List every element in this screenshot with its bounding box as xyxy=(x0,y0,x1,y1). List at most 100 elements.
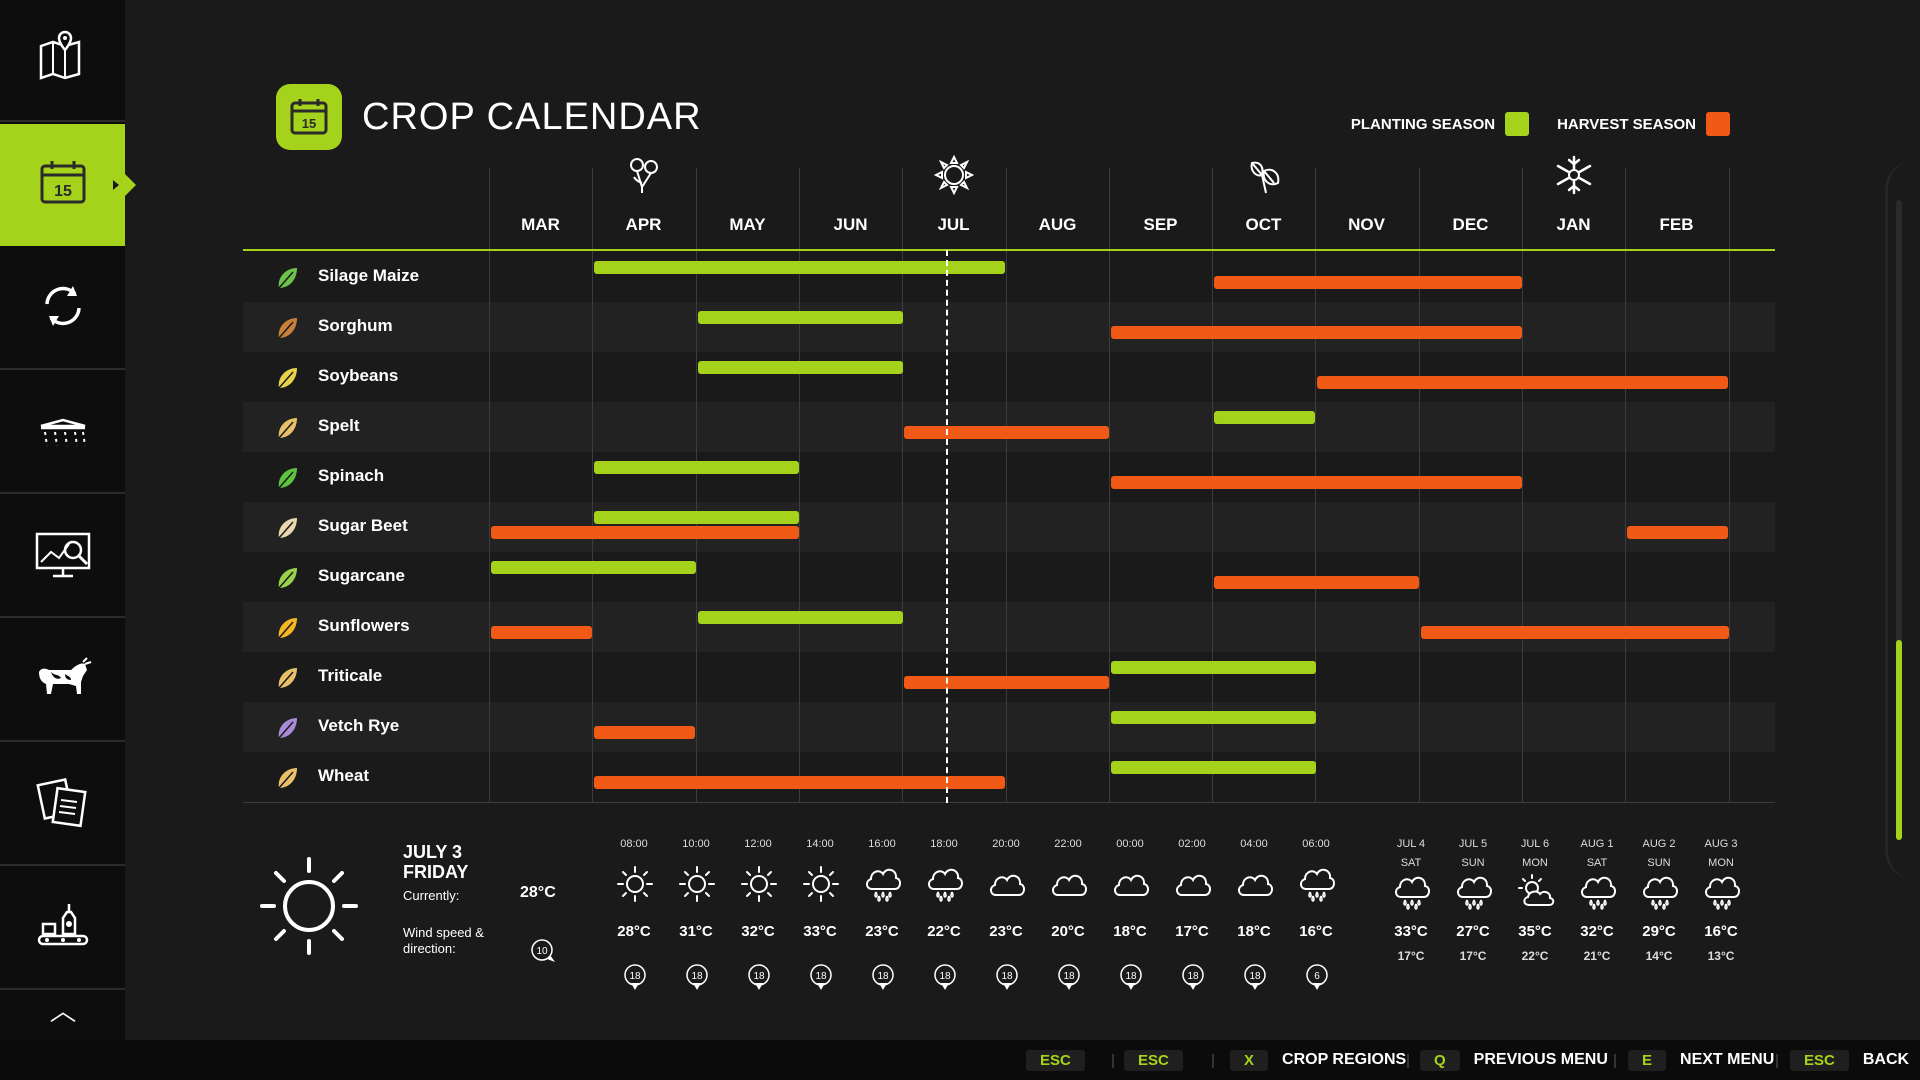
chevron-up-icon xyxy=(43,1004,83,1029)
footer-separator xyxy=(1614,1054,1616,1068)
svg-text:18: 18 xyxy=(815,971,827,982)
sidebar-item-map[interactable] xyxy=(0,0,125,122)
hour-temp: 28°C xyxy=(617,923,651,940)
hour-temp: 20°C xyxy=(1051,923,1085,940)
wind-direction-icon: 18 xyxy=(1118,963,1144,991)
crop-name: Wheat xyxy=(318,766,369,785)
spinach-icon xyxy=(273,464,301,492)
key-label: CROP REGIONS xyxy=(1282,1051,1407,1068)
crop-row[interactable]: Vetch Rye xyxy=(243,702,1775,752)
svg-text:18: 18 xyxy=(877,971,889,982)
sidebar-item-cycle[interactable] xyxy=(0,248,125,370)
rain-icon xyxy=(1296,863,1338,905)
hour-temp: 16°C xyxy=(1299,923,1333,940)
hour-temp: 32°C xyxy=(741,923,775,940)
sidebar-item-cow[interactable] xyxy=(0,620,125,742)
weather-date-text: JULY 3 xyxy=(403,842,463,862)
footer-key-crop-regions[interactable]: X CROP REGIONS xyxy=(1230,1048,1406,1072)
legend-planting-swatch xyxy=(1505,112,1530,136)
footer-key-previous-menu[interactable]: Q PREVIOUS MENU xyxy=(1420,1048,1608,1072)
wind-label: Wind speed & direction: xyxy=(403,925,484,957)
month-label: APR xyxy=(625,215,662,234)
right-panel-edge xyxy=(1885,160,1920,880)
sidebar-more[interactable] xyxy=(0,992,125,1040)
cloud-icon xyxy=(1234,863,1276,905)
hour-time: 06:00 xyxy=(1302,838,1330,850)
crop-row[interactable]: Silage Maize xyxy=(243,252,1775,302)
crop-row[interactable]: Soybeans xyxy=(243,352,1775,402)
hour-time: 08:00 xyxy=(620,838,648,850)
month-label: JUN xyxy=(833,215,868,234)
crop-row[interactable]: Triticale xyxy=(243,652,1775,702)
harvest-bar xyxy=(594,726,695,739)
sidebar-item-production[interactable] xyxy=(0,868,125,990)
grid-line xyxy=(696,168,697,803)
wind-direction-icon: 18 xyxy=(1180,963,1206,991)
month-label: MAY xyxy=(729,215,766,234)
day-name: MON xyxy=(1708,857,1734,869)
vetch-rye-icon xyxy=(273,714,301,742)
hour-temp: 17°C xyxy=(1175,923,1209,940)
crop-row[interactable]: Spinach xyxy=(243,452,1775,502)
weather-icon xyxy=(33,400,93,465)
footer-separator xyxy=(1407,1054,1409,1068)
sidebar-item-weather[interactable] xyxy=(0,372,125,494)
current-weather-sun-icon xyxy=(260,857,358,955)
legend-planting-label: PLANTING SEASON xyxy=(1350,115,1496,133)
day-date: AUG 1 xyxy=(1580,838,1614,850)
key-cap: ESC xyxy=(1124,1049,1183,1071)
month-label: JAN xyxy=(1556,215,1591,234)
cycle-icon xyxy=(33,276,93,341)
day-low-temp: 17°C xyxy=(1459,949,1487,963)
sidebar: 15 xyxy=(0,0,136,1040)
month-label: FEB xyxy=(1659,215,1694,234)
footer-key-back[interactable]: ESC BACK xyxy=(1790,1048,1909,1072)
hour-time: 22:00 xyxy=(1054,838,1082,850)
svg-text:18: 18 xyxy=(753,971,765,982)
day-date: AUG 3 xyxy=(1704,838,1738,850)
key-cap: E xyxy=(1628,1049,1667,1071)
wind-direction-icon: 18 xyxy=(932,963,958,991)
spring-flower-icon xyxy=(622,153,666,197)
sidebar-item-documents[interactable] xyxy=(0,744,125,866)
day-date: AUG 2 xyxy=(1642,838,1676,850)
key-cap: Q xyxy=(1420,1049,1460,1071)
crop-name: Sugarcane xyxy=(318,566,405,585)
day-high-temp: 27°C xyxy=(1456,923,1490,940)
sugar-beet-icon xyxy=(273,514,301,542)
crop-row[interactable]: Wheat xyxy=(243,752,1775,802)
grid-bottom-divider xyxy=(243,802,1775,803)
planting-bar xyxy=(1111,711,1316,724)
wind-direction-icon: 18 xyxy=(1242,963,1268,991)
footer-key-next-menu[interactable]: E NEXT MENU xyxy=(1628,1048,1774,1072)
partly-cloudy-icon xyxy=(1515,871,1557,913)
day-high-temp: 32°C xyxy=(1580,923,1614,940)
spelt-icon xyxy=(273,414,301,442)
current-temp: 28°C xyxy=(520,884,556,901)
crop-row[interactable]: Sugar Beet xyxy=(243,502,1775,552)
scrollbar-thumb[interactable] xyxy=(1896,640,1902,840)
day-date: JUL 4 xyxy=(1396,838,1426,850)
sidebar-item-calendar[interactable]: 15 xyxy=(0,124,136,246)
scrollbar-track[interactable] xyxy=(1896,200,1902,840)
sun-icon xyxy=(614,863,656,905)
planting-bar xyxy=(594,261,1005,274)
planting-bar xyxy=(1111,761,1316,774)
hour-temp: 33°C xyxy=(803,923,837,940)
key-label: PREVIOUS MENU xyxy=(1473,1051,1608,1068)
cow-icon xyxy=(33,648,93,713)
page-title: CROP CALENDAR xyxy=(362,96,702,138)
sun-icon xyxy=(800,863,842,905)
legend-harvest-label: HARVEST SEASON xyxy=(1557,115,1696,133)
sun-icon xyxy=(738,863,780,905)
footer-key-esc[interactable]: ESC xyxy=(1026,1048,1085,1072)
crop-row[interactable]: Sugarcane xyxy=(243,552,1775,602)
sidebar-item-statistics[interactable] xyxy=(0,496,125,618)
wind-direction-icon: 18 xyxy=(1056,963,1082,991)
grid-line xyxy=(902,168,903,803)
harvest-bar xyxy=(1214,576,1419,589)
footer-key-esc[interactable]: ESC xyxy=(1124,1048,1183,1072)
crop-row[interactable]: Sorghum xyxy=(243,302,1775,352)
rain-icon xyxy=(924,863,966,905)
weather-date: JULY 3 FRIDAY xyxy=(403,842,468,882)
